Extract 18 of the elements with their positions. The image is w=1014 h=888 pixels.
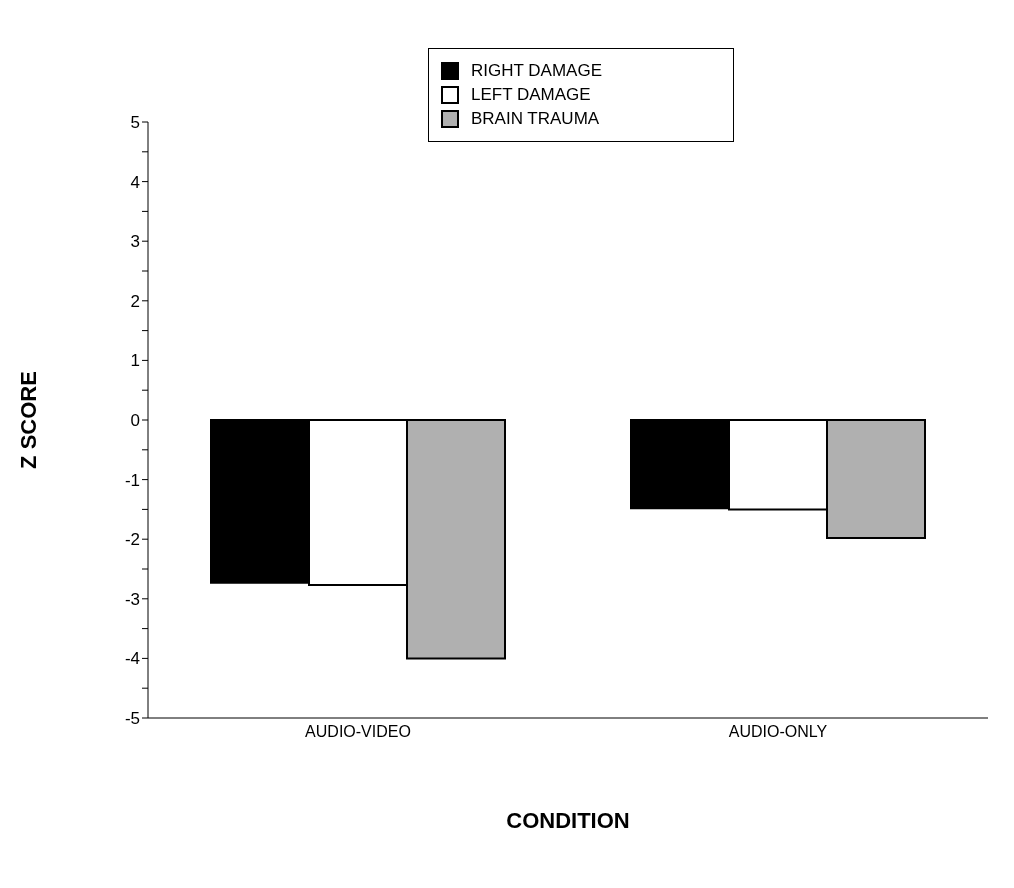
y-tick-label: -1 <box>124 470 140 490</box>
y-tick-label: 5 <box>130 113 140 133</box>
legend-label: BRAIN TRAUMA <box>471 109 600 129</box>
x-tick-label: AUDIO-ONLY <box>728 723 828 741</box>
y-tick-label: 1 <box>130 351 140 371</box>
legend-label: RIGHT DAMAGE <box>471 61 602 81</box>
y-tick-label: 4 <box>130 172 140 192</box>
x-axis-title: CONDITION <box>506 808 630 833</box>
y-tick-label: 2 <box>130 291 140 311</box>
y-tick-label: -2 <box>124 530 140 550</box>
y-tick-label: 3 <box>130 232 140 252</box>
y-tick-label: -4 <box>124 649 140 669</box>
y-tick-label: -3 <box>124 589 140 609</box>
y-tick-label: 0 <box>130 411 140 431</box>
legend-label: LEFT DAMAGE <box>471 85 591 105</box>
x-tick-label: AUDIO-VIDEO <box>305 723 411 741</box>
y-tick-label: -5 <box>124 709 140 729</box>
y-axis-title: Z SCORE <box>15 371 41 469</box>
